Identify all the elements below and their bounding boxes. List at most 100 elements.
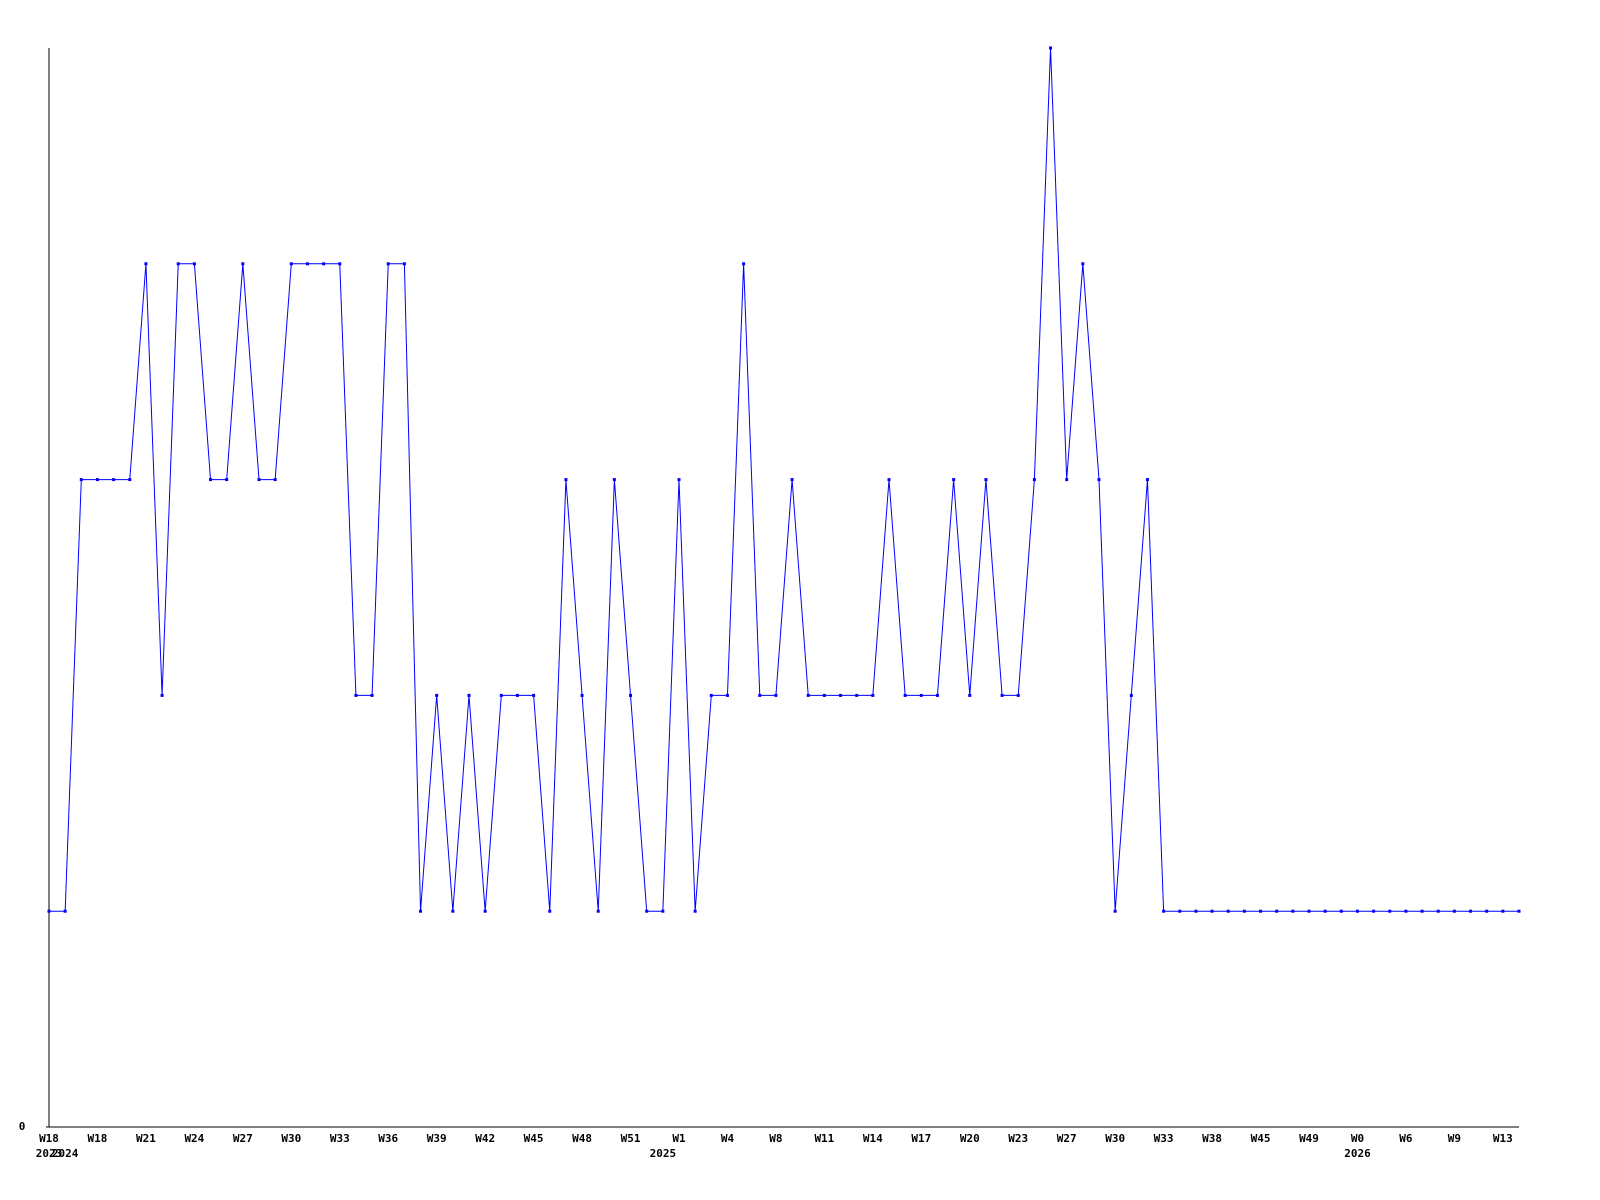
data-point xyxy=(1469,909,1473,913)
data-point xyxy=(548,909,552,913)
data-point xyxy=(1000,693,1004,697)
x-tick-label: W18 xyxy=(88,1132,108,1145)
data-point xyxy=(935,693,939,697)
year-label: 2025 xyxy=(650,1147,677,1160)
x-tick-label: W20 xyxy=(960,1132,980,1145)
data-point xyxy=(1485,909,1489,913)
data-point xyxy=(241,262,245,266)
data-point xyxy=(322,262,326,266)
year-label: 2026 xyxy=(1344,1147,1371,1160)
x-tick-label: W48 xyxy=(572,1132,592,1145)
data-point xyxy=(386,262,390,266)
data-point xyxy=(1501,909,1505,913)
data-point xyxy=(952,478,956,482)
data-point xyxy=(63,909,67,913)
data-point xyxy=(289,262,293,266)
x-tick-label: W51 xyxy=(621,1132,641,1145)
data-point xyxy=(1016,693,1020,697)
x-tick-label: W14 xyxy=(863,1132,883,1145)
x-tick-label: W38 xyxy=(1202,1132,1222,1145)
data-point xyxy=(1452,909,1456,913)
data-point xyxy=(1081,262,1085,266)
data-point xyxy=(725,693,729,697)
data-point xyxy=(483,909,487,913)
data-point xyxy=(693,909,697,913)
data-point xyxy=(1049,46,1053,50)
year-label: 2024 xyxy=(52,1147,79,1160)
data-point xyxy=(1355,909,1359,913)
data-point xyxy=(645,909,649,913)
data-point xyxy=(790,478,794,482)
data-point xyxy=(984,478,988,482)
data-point xyxy=(1388,909,1392,913)
data-point xyxy=(467,693,471,697)
data-point xyxy=(225,478,229,482)
data-point xyxy=(1242,909,1246,913)
data-point xyxy=(1420,909,1424,913)
data-point xyxy=(1113,909,1117,913)
data-point xyxy=(919,693,923,697)
data-point xyxy=(435,693,439,697)
x-tick-label: W24 xyxy=(184,1132,204,1145)
x-tick-label: W9 xyxy=(1448,1132,1461,1145)
data-point xyxy=(1339,909,1343,913)
x-tick-label: W11 xyxy=(814,1132,834,1145)
data-point xyxy=(1097,478,1101,482)
x-tick-label: W8 xyxy=(769,1132,782,1145)
data-point xyxy=(176,262,180,266)
x-tick-label: W39 xyxy=(427,1132,447,1145)
data-point xyxy=(1275,909,1279,913)
data-point xyxy=(1162,909,1166,913)
data-point xyxy=(79,478,83,482)
data-point xyxy=(515,693,519,697)
data-point xyxy=(1065,478,1069,482)
data-point xyxy=(742,262,746,266)
data-point xyxy=(532,693,536,697)
data-point xyxy=(209,478,213,482)
data-point xyxy=(839,693,843,697)
data-point xyxy=(192,262,196,266)
x-tick-label: W13 xyxy=(1493,1132,1513,1145)
data-point xyxy=(338,262,342,266)
data-point xyxy=(1372,909,1376,913)
data-point xyxy=(580,693,584,697)
data-point xyxy=(774,693,778,697)
data-point xyxy=(612,478,616,482)
data-point xyxy=(822,693,826,697)
y-tick-label: 0 xyxy=(19,1120,26,1133)
x-tick-label: W45 xyxy=(524,1132,544,1145)
data-point xyxy=(903,693,907,697)
data-point xyxy=(95,478,99,482)
x-tick-label: W18 xyxy=(39,1132,59,1145)
x-tick-label: W33 xyxy=(330,1132,350,1145)
x-tick-label: W4 xyxy=(721,1132,735,1145)
data-point xyxy=(402,262,406,266)
data-point xyxy=(1436,909,1440,913)
data-point xyxy=(305,262,309,266)
data-point xyxy=(1307,909,1311,913)
year-label: 2023 xyxy=(36,1147,63,1160)
data-point xyxy=(354,693,358,697)
x-tick-label: W49 xyxy=(1299,1132,1319,1145)
data-point xyxy=(128,478,132,482)
data-point xyxy=(596,909,600,913)
data-point xyxy=(1517,909,1521,913)
x-tick-label: W1 xyxy=(672,1132,686,1145)
data-point xyxy=(1291,909,1295,913)
x-tick-label: W0 xyxy=(1351,1132,1364,1145)
data-point xyxy=(1323,909,1327,913)
data-point xyxy=(257,478,261,482)
data-point xyxy=(112,478,116,482)
data-point xyxy=(968,693,972,697)
data-point xyxy=(806,693,810,697)
data-point xyxy=(758,693,762,697)
data-point xyxy=(1210,909,1214,913)
data-point xyxy=(160,693,164,697)
x-tick-label: W21 xyxy=(136,1132,156,1145)
x-tick-label: W33 xyxy=(1154,1132,1174,1145)
x-tick-label: W45 xyxy=(1251,1132,1271,1145)
x-tick-label: W27 xyxy=(1057,1132,1077,1145)
data-point xyxy=(629,693,633,697)
x-tick-label: W42 xyxy=(475,1132,495,1145)
